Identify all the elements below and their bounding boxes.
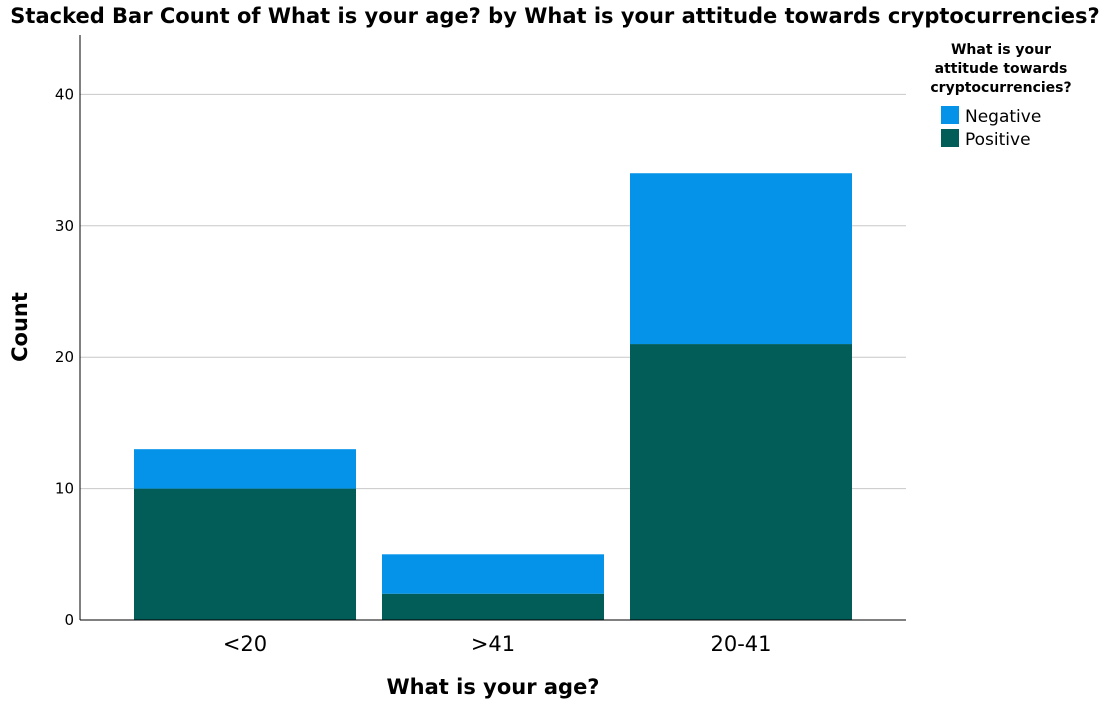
legend-title-line-3: cryptocurrencies? — [930, 80, 1071, 96]
y-tick-label-0: 0 — [64, 611, 74, 629]
y-tick-label-40: 40 — [55, 85, 74, 103]
legend-title-line-2: attitude towards — [935, 61, 1068, 77]
x-tick-label-under-20: <20 — [223, 632, 267, 656]
legend-swatch-positive — [941, 129, 959, 147]
y-tick-label-20: 20 — [55, 348, 74, 366]
bar-20-41-negative — [630, 173, 852, 345]
legend: What is your attitude towards cryptocurr… — [930, 42, 1071, 150]
x-axis-title: What is your age? — [386, 675, 599, 699]
x-tick-label-over-41: >41 — [471, 632, 515, 656]
bar-over-41-negative — [382, 554, 604, 594]
x-tick-label-20-41: 20-41 — [710, 632, 771, 656]
y-tick-label-30: 30 — [55, 217, 74, 235]
x-tick-labels: <20 >41 20-41 — [223, 632, 772, 656]
y-axis-title: Count — [8, 292, 32, 362]
bar-under-20-positive — [134, 488, 356, 620]
bar-over-41-positive — [382, 593, 604, 620]
legend-swatch-negative — [941, 106, 959, 124]
chart-title: Stacked Bar Count of What is your age? b… — [10, 4, 1099, 28]
bars — [134, 173, 852, 620]
bar-20-41-positive — [630, 344, 852, 620]
y-tick-label-10: 10 — [55, 480, 74, 498]
legend-label-negative: Negative — [965, 107, 1041, 127]
legend-label-positive: Positive — [965, 130, 1031, 150]
legend-title-line-1: What is your — [951, 42, 1051, 58]
bar-under-20-negative — [134, 449, 356, 489]
y-tick-labels: 0 10 20 30 40 — [55, 85, 74, 629]
